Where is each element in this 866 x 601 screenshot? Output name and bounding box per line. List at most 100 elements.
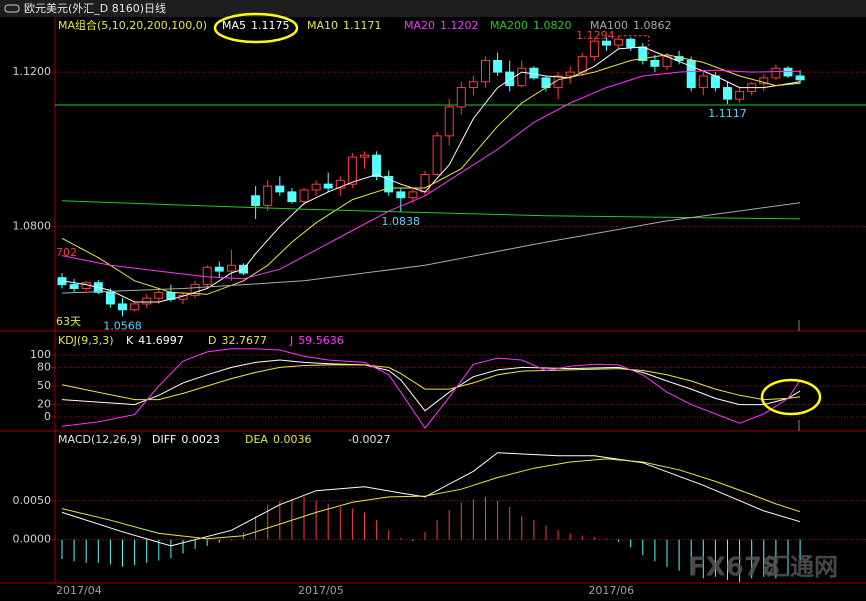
legend-value: 0.0023 bbox=[181, 433, 220, 446]
candle-body bbox=[311, 183, 321, 191]
window-icon[interactable] bbox=[4, 4, 20, 13]
y-tick-label: 0.0050 bbox=[13, 494, 52, 507]
x-tick-label: 2017/04 bbox=[56, 584, 102, 597]
candle-body bbox=[372, 154, 382, 177]
low-annotation: 1.0838 bbox=[382, 215, 421, 228]
series-line bbox=[61, 458, 801, 540]
legend-name: MA20 bbox=[404, 19, 435, 32]
candle-body bbox=[360, 154, 369, 158]
candle-body bbox=[529, 67, 539, 79]
edge-label: 702 bbox=[56, 246, 77, 259]
candle-body bbox=[759, 77, 769, 85]
candle-body bbox=[226, 264, 236, 272]
series-line bbox=[61, 359, 801, 412]
candle-body bbox=[130, 303, 140, 311]
watermark-name: 汇通网 bbox=[766, 553, 838, 581]
plot-layer: 1.1200 1.0800 2017/04 2017/05 2017/06 1.0568 1… bbox=[13, 18, 866, 597]
watermark-brand: FX678 bbox=[688, 553, 780, 583]
candle-body bbox=[69, 284, 79, 289]
candle-body bbox=[783, 67, 793, 77]
candle-body bbox=[275, 185, 285, 193]
y-tick-label: 20 bbox=[37, 398, 51, 411]
legend-name: MA200 bbox=[490, 19, 528, 32]
legend-value: 1.0862 bbox=[633, 19, 672, 32]
candle-body bbox=[565, 71, 575, 77]
candle-body bbox=[456, 87, 466, 108]
candle-body bbox=[698, 75, 708, 89]
candle-body bbox=[577, 56, 587, 73]
candle-body bbox=[408, 191, 418, 199]
candle-body bbox=[686, 60, 696, 89]
candle-body bbox=[468, 81, 478, 89]
candle-body bbox=[263, 185, 273, 206]
series-line bbox=[61, 202, 801, 294]
candle-body bbox=[154, 291, 164, 299]
x-tick-label: 2017/05 bbox=[298, 584, 344, 597]
legend-value: 1.0820 bbox=[533, 19, 572, 32]
series-line bbox=[61, 452, 801, 547]
panel-frames bbox=[0, 17, 866, 584]
candle-body bbox=[614, 38, 624, 46]
candle-body bbox=[795, 75, 805, 81]
legend-name: K bbox=[126, 334, 134, 347]
legend-title: MA组合(5,10,20,200,100,0) bbox=[58, 18, 207, 32]
candle-body bbox=[626, 38, 636, 48]
legend-name: J bbox=[289, 334, 293, 347]
candle-body bbox=[190, 284, 200, 296]
x-tick-label: 2017/06 bbox=[588, 584, 634, 597]
legend-value: 1.1175 bbox=[251, 19, 290, 32]
candle-body bbox=[105, 291, 115, 305]
candle-body bbox=[505, 71, 515, 87]
y-tick-label: 50 bbox=[37, 379, 51, 392]
candle-body bbox=[432, 135, 442, 176]
candle-body bbox=[142, 297, 152, 305]
legend-value: 59.5636 bbox=[298, 334, 344, 347]
candle-body bbox=[214, 266, 224, 272]
candle-body bbox=[323, 183, 333, 189]
legend-name: MA5 bbox=[222, 19, 246, 32]
chart-title: 欧元美元(外汇_D 8160)日线 bbox=[24, 1, 166, 15]
series-line bbox=[61, 364, 801, 401]
y-tick-label: 100 bbox=[30, 348, 51, 361]
candle-body bbox=[589, 40, 599, 58]
legend-name: MA100 bbox=[590, 19, 628, 32]
legend-name: DIFF bbox=[152, 433, 176, 446]
y-tick-label: 80 bbox=[37, 360, 51, 373]
candle-body bbox=[299, 189, 309, 203]
series-line bbox=[61, 348, 801, 429]
highlight-ellipse bbox=[213, 12, 299, 44]
candle-body bbox=[553, 75, 563, 89]
y-tick-label: 1.0800 bbox=[13, 220, 52, 233]
panel-title: KDJ(9,3,3) bbox=[58, 334, 114, 347]
candle-body bbox=[723, 87, 732, 100]
y-tick-label: 0 bbox=[44, 410, 51, 423]
y-tick-label: 0.0000 bbox=[13, 533, 52, 546]
low-annotation: 1.0568 bbox=[103, 319, 142, 332]
candle-body bbox=[493, 60, 503, 73]
legend-value: 1.1202 bbox=[440, 19, 479, 32]
legend-name: DEA bbox=[245, 433, 268, 446]
legend-value: 0.0036 bbox=[273, 433, 312, 446]
high-annotation: 1.1294 bbox=[576, 29, 615, 42]
candle-body bbox=[517, 67, 527, 87]
legend-name: MA10 bbox=[307, 19, 338, 32]
series-line bbox=[61, 54, 801, 295]
title-bar bbox=[0, 0, 866, 17]
panel-title: MACD(12,26,9) bbox=[58, 433, 142, 446]
candle-body bbox=[735, 90, 745, 100]
candle-body bbox=[602, 40, 611, 46]
candle-body bbox=[347, 156, 357, 185]
candle-body bbox=[650, 60, 660, 67]
candle-body bbox=[251, 195, 261, 206]
candle-body bbox=[118, 303, 127, 311]
series-line bbox=[61, 69, 801, 280]
legend-value: 1.1171 bbox=[343, 19, 382, 32]
legend-name: D bbox=[208, 334, 216, 347]
candle-body bbox=[396, 191, 406, 199]
legend-value: -0.0027 bbox=[348, 433, 390, 446]
candle-body bbox=[771, 67, 781, 79]
candle-body bbox=[335, 179, 345, 189]
